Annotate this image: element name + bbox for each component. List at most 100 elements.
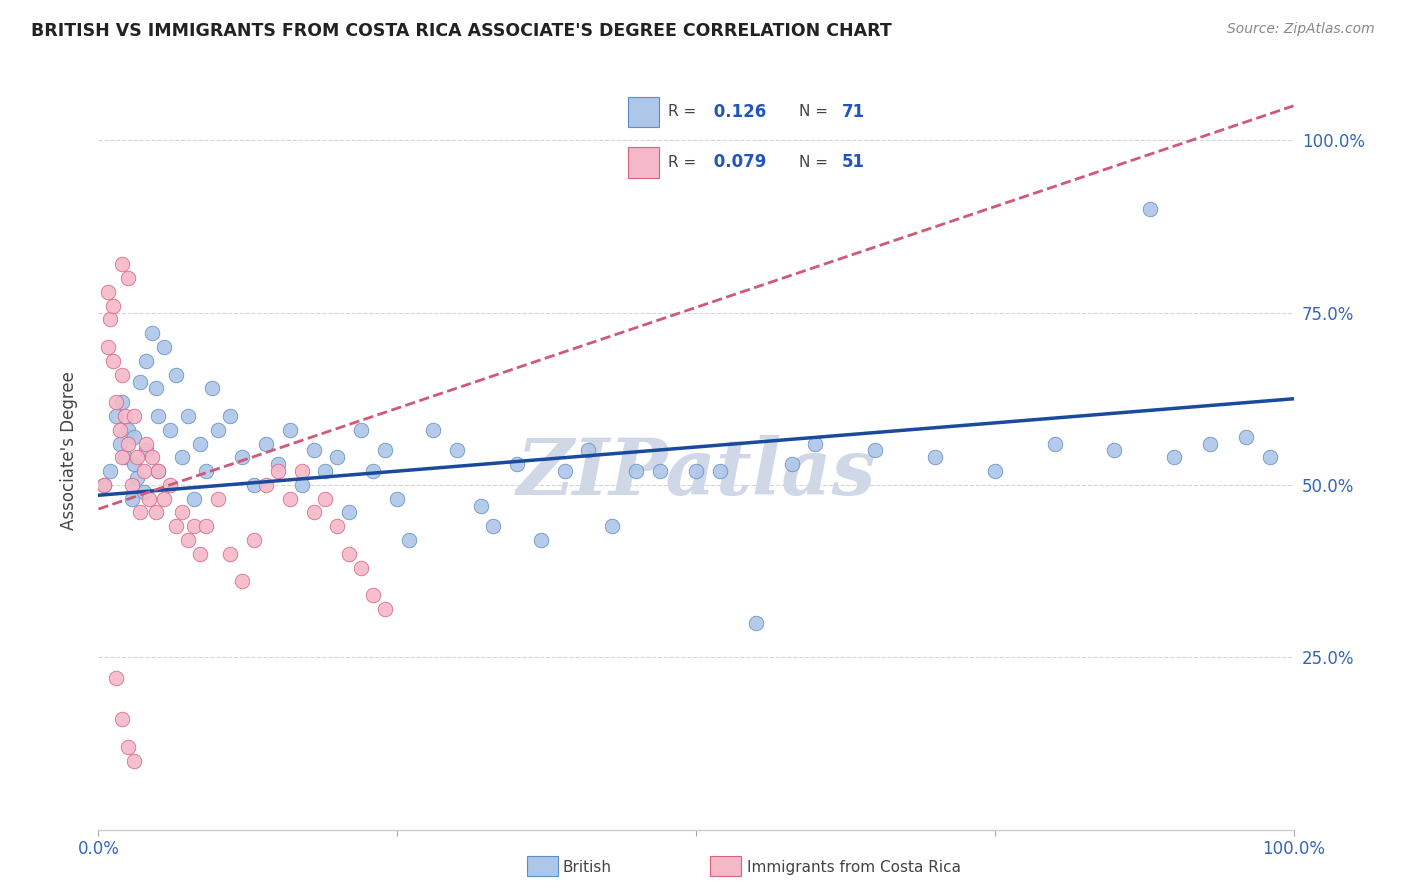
Point (145, 506, 167, 520)
Point (129, 375, 152, 389)
Point (111, 712, 134, 726)
Point (132, 484, 155, 499)
Point (315, 464, 337, 478)
Point (121, 478, 143, 492)
Y-axis label: Associate's Degree: Associate's Degree (59, 371, 77, 530)
Point (1234, 430, 1257, 444)
Point (148, 409, 170, 423)
Point (254, 478, 277, 492)
Point (177, 409, 200, 423)
Point (105, 671, 128, 685)
Point (195, 519, 218, 533)
Point (188, 547, 211, 561)
Point (117, 739, 139, 754)
Point (530, 533, 553, 547)
Point (105, 409, 128, 423)
Point (98, 312, 122, 326)
Point (111, 257, 134, 271)
Point (481, 519, 505, 533)
Point (93, 478, 115, 492)
Text: Immigrants from Costa Rica: Immigrants from Costa Rica (747, 860, 960, 874)
Point (278, 423, 301, 437)
Point (709, 464, 731, 478)
Point (243, 478, 266, 492)
Point (201, 381, 224, 395)
Point (153, 340, 176, 354)
Point (125, 450, 148, 465)
Point (177, 533, 200, 547)
Text: ZIPatlas: ZIPatlas (516, 435, 876, 511)
Point (446, 443, 468, 458)
Point (207, 423, 229, 437)
Point (363, 588, 385, 602)
Point (111, 395, 134, 409)
Text: BRITISH VS IMMIGRANTS FROM COSTA RICA ASSOCIATE'S DEGREE CORRELATION CHART: BRITISH VS IMMIGRANTS FROM COSTA RICA AS… (31, 22, 891, 40)
Point (124, 754, 146, 768)
Point (254, 436, 277, 450)
Point (685, 464, 707, 478)
Point (350, 423, 373, 437)
Point (470, 499, 492, 513)
Point (172, 506, 194, 520)
Point (326, 519, 349, 533)
Point (195, 464, 218, 478)
Point (207, 491, 229, 506)
Point (141, 450, 163, 465)
Point (1258, 450, 1281, 465)
Point (188, 436, 211, 450)
Point (267, 457, 290, 471)
Point (93, 478, 115, 492)
Point (1043, 436, 1066, 450)
Point (148, 464, 170, 478)
Point (865, 443, 887, 458)
Point (183, 519, 205, 533)
Point (602, 519, 624, 533)
Point (1163, 450, 1185, 465)
Point (648, 464, 672, 478)
Text: British: British (562, 860, 612, 874)
Point (267, 464, 290, 478)
Point (97, 285, 120, 299)
Point (626, 464, 648, 478)
Point (124, 409, 146, 423)
Point (243, 533, 266, 547)
Point (165, 519, 187, 533)
Point (172, 450, 194, 465)
Point (129, 506, 152, 520)
Point (278, 491, 301, 506)
Point (1139, 202, 1161, 217)
Point (97, 340, 120, 354)
Point (114, 409, 136, 423)
Point (302, 443, 325, 458)
Point (105, 395, 128, 409)
Point (101, 299, 124, 313)
Point (506, 457, 529, 471)
Point (231, 450, 253, 465)
Point (398, 533, 420, 547)
Point (219, 409, 242, 423)
Point (291, 478, 314, 492)
Point (132, 464, 155, 478)
Point (291, 464, 314, 478)
Point (101, 354, 124, 368)
Point (374, 443, 396, 458)
Point (124, 457, 146, 471)
Point (1199, 436, 1222, 450)
Point (141, 326, 163, 341)
Point (117, 436, 139, 450)
Point (231, 574, 253, 589)
Point (578, 443, 600, 458)
Point (124, 430, 146, 444)
Point (145, 381, 167, 395)
Point (554, 464, 576, 478)
Point (924, 450, 946, 465)
Point (165, 368, 187, 382)
Point (117, 271, 139, 285)
Point (374, 602, 396, 616)
Point (108, 423, 131, 437)
Point (159, 423, 181, 437)
Point (1104, 443, 1126, 458)
Point (135, 436, 157, 450)
Point (422, 423, 444, 437)
Point (153, 491, 176, 506)
